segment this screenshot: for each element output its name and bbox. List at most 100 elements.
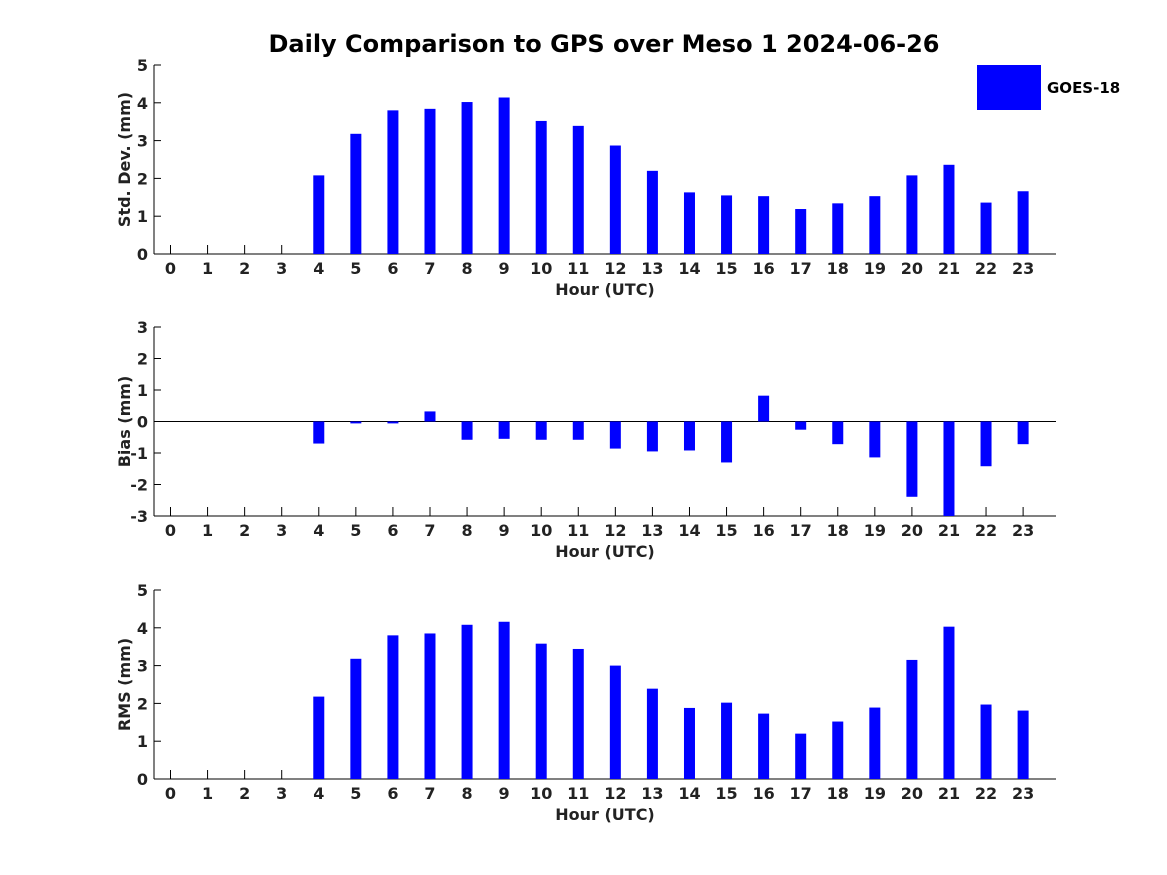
stddev-y-tick-label: 4 bbox=[137, 94, 148, 113]
bias-x-tick-label: 1 bbox=[202, 521, 213, 540]
bias-x-tick-label: 16 bbox=[752, 521, 774, 540]
rms-x-tick-label: 7 bbox=[424, 784, 435, 803]
bias-x-tick-label: 20 bbox=[901, 521, 923, 540]
rms-bar-hour-6 bbox=[387, 635, 399, 779]
rms-x-tick-label: 19 bbox=[864, 784, 886, 803]
stddev-x-tick-label: 17 bbox=[790, 259, 812, 278]
rms-x-tick-label: 8 bbox=[461, 784, 472, 803]
stddev-x-tick-label: 14 bbox=[678, 259, 700, 278]
stddev-bar-hour-14 bbox=[683, 192, 695, 254]
stddev-bar-hour-5 bbox=[350, 133, 362, 254]
stddev-bar-hour-4 bbox=[313, 175, 325, 254]
bias-y-tick-label: 0 bbox=[137, 413, 148, 432]
stddev-x-tick-label: 0 bbox=[165, 259, 176, 278]
stddev-bar-hour-7 bbox=[424, 108, 436, 255]
bias-bar-hour-17 bbox=[795, 421, 807, 430]
rms-bar-hour-5 bbox=[350, 658, 362, 779]
stddev-bar-hour-18 bbox=[832, 203, 844, 254]
stddev-x-tick-label: 23 bbox=[1012, 259, 1034, 278]
bias-y-axis-label: Bias (mm) bbox=[115, 376, 134, 468]
rms-bar-hour-7 bbox=[424, 633, 436, 779]
bias-x-tick-label: 9 bbox=[499, 521, 510, 540]
stddev-bar-hour-22 bbox=[980, 202, 992, 254]
stddev-x-tick-label: 18 bbox=[827, 259, 849, 278]
stddev-bar-hour-23 bbox=[1017, 191, 1029, 254]
rms-x-tick-label: 12 bbox=[604, 784, 626, 803]
rms-bar-hour-16 bbox=[758, 713, 770, 779]
stddev-x-tick-label: 11 bbox=[567, 259, 589, 278]
rms-bar-hour-10 bbox=[535, 643, 547, 779]
bias-bar-hour-15 bbox=[721, 421, 733, 463]
bias-bar-hour-18 bbox=[832, 421, 844, 445]
stddev-bar-hour-20 bbox=[906, 175, 918, 254]
bias-x-tick-label: 7 bbox=[424, 521, 435, 540]
bias-y-tick-label: 1 bbox=[137, 381, 148, 400]
rms-bar-hour-21 bbox=[943, 626, 955, 779]
rms-x-tick-label: 11 bbox=[567, 784, 589, 803]
stddev-x-tick-label: 10 bbox=[530, 259, 552, 278]
bias-bar-hour-16 bbox=[758, 395, 770, 422]
bias-bar-hour-22 bbox=[980, 421, 992, 467]
stddev-y-tick-label: 5 bbox=[137, 56, 148, 75]
rms-x-tick-label: 16 bbox=[752, 784, 774, 803]
rms-x-tick-label: 4 bbox=[313, 784, 324, 803]
bias-y-tick-label: -1 bbox=[130, 444, 148, 463]
bias-x-tick-label: 10 bbox=[530, 521, 552, 540]
stddev-y-tick-label: 1 bbox=[137, 207, 148, 226]
rms-bar-hour-12 bbox=[609, 665, 621, 779]
bias-x-tick-label: 23 bbox=[1012, 521, 1034, 540]
bias-y-tick-label: 2 bbox=[137, 350, 148, 369]
rms-x-tick-label: 14 bbox=[678, 784, 700, 803]
stddev-y-axis-label: Std. Dev. (mm) bbox=[115, 92, 134, 227]
bias-y-tick-label: -2 bbox=[130, 476, 148, 495]
bias-x-tick-label: 21 bbox=[938, 521, 960, 540]
rms-bar-hour-18 bbox=[832, 721, 844, 779]
stddev-y-tick-label: 2 bbox=[137, 169, 148, 188]
bias-x-tick-label: 3 bbox=[276, 521, 287, 540]
rms-x-tick-label: 17 bbox=[790, 784, 812, 803]
stddev-x-tick-label: 16 bbox=[752, 259, 774, 278]
stddev-x-tick-label: 3 bbox=[276, 259, 287, 278]
rms-y-tick-label: 5 bbox=[137, 581, 148, 600]
stddev-bar-hour-8 bbox=[461, 102, 473, 254]
bias-x-tick-label: 12 bbox=[604, 521, 626, 540]
rms-x-tick-label: 6 bbox=[387, 784, 398, 803]
rms-x-tick-label: 10 bbox=[530, 784, 552, 803]
rms-x-tick-label: 15 bbox=[715, 784, 737, 803]
bias-bar-hour-6 bbox=[387, 421, 399, 424]
rms-x-tick-label: 3 bbox=[276, 784, 287, 803]
rms-x-tick-label: 13 bbox=[641, 784, 663, 803]
rms-bar-hour-14 bbox=[683, 707, 695, 779]
bias-bar-hour-4 bbox=[313, 421, 325, 444]
stddev-bar-hour-16 bbox=[758, 196, 770, 254]
bias-x-tick-label: 2 bbox=[239, 521, 250, 540]
stddev-bar-hour-10 bbox=[535, 120, 547, 254]
stddev-bar-hour-21 bbox=[943, 164, 955, 254]
stddev-y-tick-label: 0 bbox=[137, 245, 148, 264]
stddev-x-tick-label: 9 bbox=[499, 259, 510, 278]
bias-x-tick-label: 22 bbox=[975, 521, 997, 540]
rms-y-tick-label: 0 bbox=[137, 770, 148, 789]
stddev-x-tick-label: 20 bbox=[901, 259, 923, 278]
bias-bar-hour-8 bbox=[461, 421, 473, 440]
rms-bar-hour-22 bbox=[980, 704, 992, 779]
rms-x-axis-label: Hour (UTC) bbox=[555, 805, 655, 824]
bias-bar-hour-11 bbox=[572, 421, 584, 440]
stddev-x-tick-label: 1 bbox=[202, 259, 213, 278]
rms-bar-hour-19 bbox=[869, 707, 881, 779]
stddev-x-tick-label: 7 bbox=[424, 259, 435, 278]
stddev-x-tick-label: 22 bbox=[975, 259, 997, 278]
rms-bar-hour-9 bbox=[498, 621, 510, 779]
stddev-x-tick-label: 8 bbox=[461, 259, 472, 278]
bias-y-tick-label: -3 bbox=[130, 507, 148, 526]
rms-bar-hour-8 bbox=[461, 624, 473, 779]
stddev-x-tick-label: 19 bbox=[864, 259, 886, 278]
bias-x-tick-label: 17 bbox=[790, 521, 812, 540]
bias-bar-hour-13 bbox=[646, 421, 658, 452]
bias-x-tick-label: 11 bbox=[567, 521, 589, 540]
stddev-y-tick-label: 3 bbox=[137, 132, 148, 151]
